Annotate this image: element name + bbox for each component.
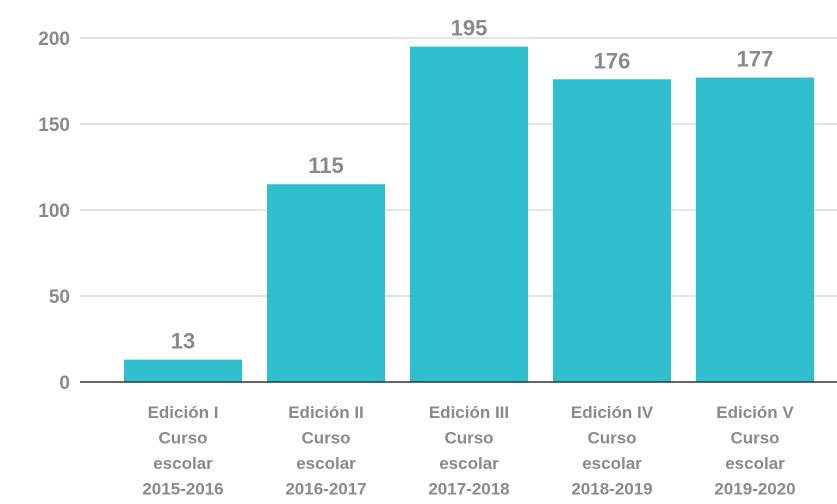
bar bbox=[267, 184, 385, 382]
x-category-label: Edición V Curso escolar 2019-2020 bbox=[714, 403, 795, 499]
x-category-label-line: 2017-2018 bbox=[428, 480, 509, 499]
data-label: 195 bbox=[451, 16, 488, 41]
x-category-label-line: Curso bbox=[158, 429, 207, 448]
x-category-label-line: Edición II bbox=[288, 403, 364, 422]
y-tick-label: 200 bbox=[38, 29, 70, 50]
x-category-label-line: Curso bbox=[730, 429, 779, 448]
x-category-label: Edición II Curso escolar 2016-2017 bbox=[285, 403, 366, 499]
x-category-label-line: escolar bbox=[153, 454, 213, 473]
x-category-label-line: escolar bbox=[439, 454, 499, 473]
x-category-label-line: 2016-2017 bbox=[285, 480, 366, 499]
data-label: 115 bbox=[308, 153, 344, 178]
x-category-label: Edición I Curso escolar 2015-2016 bbox=[142, 403, 223, 499]
x-category-label: Edición III Curso escolar 2017-2018 bbox=[428, 403, 509, 499]
bar bbox=[696, 77, 814, 382]
x-category-label-line: Edición I bbox=[148, 403, 219, 422]
x-category-label-line: Curso bbox=[444, 429, 493, 448]
bars bbox=[124, 46, 814, 382]
y-tick-label: 50 bbox=[49, 287, 70, 308]
data-label: 13 bbox=[171, 329, 195, 354]
x-axis-category-labels: Edición I Curso escolar 2015-2016 Edición II… bbox=[142, 403, 795, 499]
x-category-label-line: 2018-2019 bbox=[571, 480, 652, 499]
x-category-label-line: Curso bbox=[587, 429, 636, 448]
bar bbox=[410, 46, 528, 382]
x-category-label-line: escolar bbox=[582, 454, 642, 473]
data-label: 176 bbox=[594, 48, 631, 73]
data-labels: 13 115 195 176 177 bbox=[171, 16, 774, 354]
y-tick-label: 100 bbox=[38, 201, 70, 222]
bar bbox=[553, 79, 671, 382]
x-category-label-line: escolar bbox=[725, 454, 785, 473]
y-axis-tick-labels: 0 50 100 150 200 bbox=[38, 29, 70, 394]
y-tick-label: 150 bbox=[38, 115, 70, 136]
x-category-label-line: Edición IV bbox=[571, 403, 654, 422]
data-label: 177 bbox=[737, 47, 774, 72]
x-category-label-line: Edición III bbox=[429, 403, 509, 422]
x-category-label: Edición IV Curso escolar 2018-2019 bbox=[571, 403, 654, 499]
x-category-label-line: escolar bbox=[296, 454, 356, 473]
x-category-label-line: 2019-2020 bbox=[714, 480, 795, 499]
bar bbox=[124, 359, 242, 382]
y-tick-label: 0 bbox=[59, 373, 70, 394]
x-category-label-line: 2015-2016 bbox=[142, 480, 223, 499]
x-category-label-line: Edición V bbox=[716, 403, 794, 422]
x-category-label-line: Curso bbox=[301, 429, 350, 448]
